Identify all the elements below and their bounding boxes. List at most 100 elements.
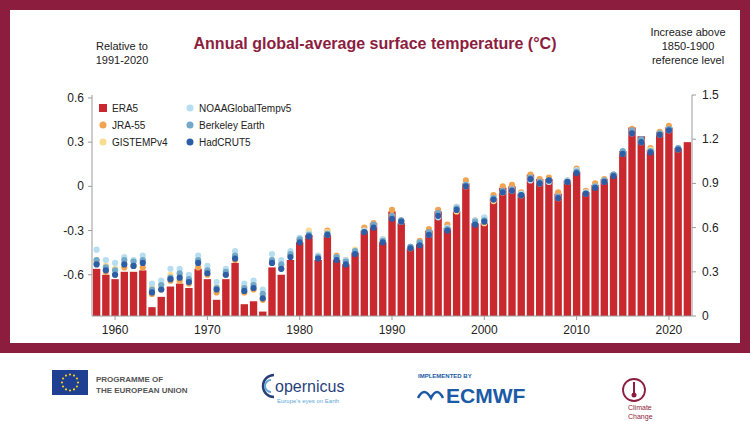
y-tick-label: 0 [77,179,84,193]
point [260,295,266,301]
eu-star [77,381,79,383]
climate-text: Climate [628,404,652,411]
point [666,127,672,133]
bar [231,263,238,316]
y2-tick-label: 0.9 [702,176,719,190]
ecmwf-note: IMPLEMENTED BY [418,373,472,379]
bar [398,223,405,316]
bar [167,287,174,316]
point [638,139,644,145]
bar [434,211,441,316]
chart-root: Annual global-average surface temperatur… [0,0,750,421]
y-axis-label: Relative to [96,40,148,52]
eu-flag [52,370,88,395]
title: Annual global-average surface temperatur… [194,35,557,52]
point [278,266,284,272]
point [546,177,552,183]
eu-star [62,377,64,379]
point [297,239,303,245]
y2-tick-label: 0.6 [702,221,719,235]
point [500,189,506,195]
point [546,177,552,183]
eu-star [65,374,67,376]
point [250,285,256,291]
point [112,272,118,278]
point [158,286,164,292]
point [509,188,515,194]
y2-tick [692,183,696,184]
climate-text: Change [628,413,653,421]
point [324,232,330,238]
point [555,195,561,201]
point [195,260,201,266]
x-tick [299,316,300,320]
point [269,260,275,266]
point [130,263,136,269]
y2-axis-line [692,95,693,316]
point [500,189,506,195]
bar [333,260,340,316]
legend-label: JRA-55 [112,120,146,131]
point [315,255,321,261]
x-tick [668,316,669,320]
bar [185,288,192,316]
bar [296,242,303,316]
y2-tick [692,227,696,228]
y2-tick [692,139,696,140]
x-tick-label: 1960 [102,323,129,337]
eu-star [73,388,75,390]
point [223,272,229,278]
bar [176,284,183,316]
point [389,216,395,222]
point [638,139,644,145]
bar [314,260,321,316]
point [574,170,580,176]
point [343,261,349,267]
point [583,191,589,197]
x-tick-label: 2020 [656,323,683,337]
bar [601,179,608,316]
page-background [0,0,750,421]
point [518,192,524,198]
point [537,180,543,186]
bar [213,300,220,316]
point [647,149,653,155]
bar [361,231,368,316]
bar [148,307,155,316]
point [223,272,229,278]
point [629,130,635,136]
point [610,173,616,179]
point [177,275,183,281]
x-tick-label: 1990 [379,323,406,337]
x-tick [484,316,485,320]
x-tick-label: 2000 [471,323,498,337]
bar [684,142,691,316]
point [94,247,100,253]
climate-logo [632,393,637,398]
bar [324,235,331,316]
bar [139,270,146,316]
legend-label: Berkeley Earth [199,120,265,131]
legend: ERA5JRA-55GISTEMPv4NOAAGlobalTempv5Berke… [99,103,292,148]
point [103,267,109,273]
copernicus-name: opernicus [275,378,344,395]
bar [508,186,515,316]
legend-label: GISTEMPv4 [112,137,168,148]
point [518,192,524,198]
eu-star [73,374,75,376]
y2-axis-label: reference level [652,54,724,66]
point [167,276,173,282]
point [389,207,395,213]
point [629,130,635,136]
bar [582,192,589,316]
point [167,266,173,272]
bar [628,127,635,316]
y-tick [88,142,92,143]
bar [573,172,580,316]
point [278,266,284,272]
point [121,261,127,267]
point [269,260,275,266]
legend-marker [187,105,194,112]
point [214,286,220,292]
point [555,195,561,201]
